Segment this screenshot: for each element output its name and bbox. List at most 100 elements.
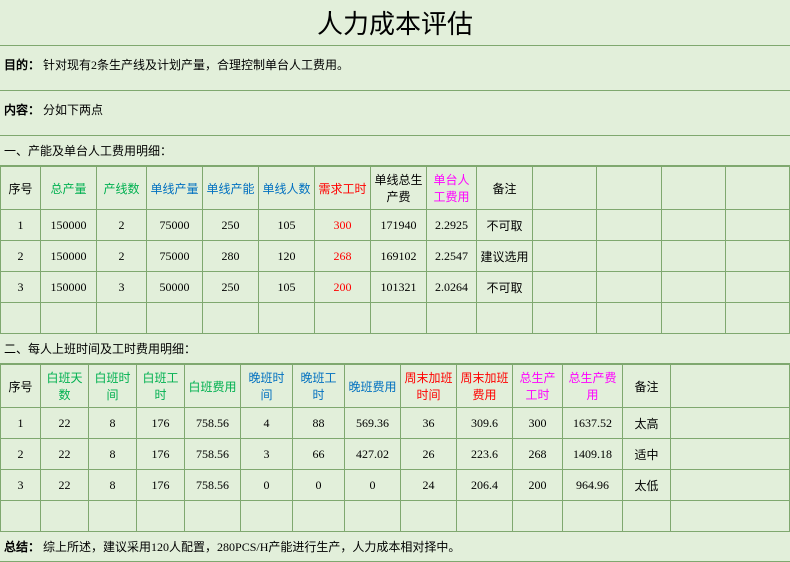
cell: 427.02 [345, 439, 401, 470]
t2-empty [671, 365, 790, 408]
t2-h-nc: 晚班费用 [345, 365, 401, 408]
cell: 2.2925 [427, 210, 477, 241]
cell: 8 [89, 439, 137, 470]
cell: 309.6 [457, 408, 513, 439]
cell [725, 272, 789, 303]
content-label: 内容： [4, 103, 40, 117]
table-row: 2 22 8 176 758.56 3 66 427.02 26 223.6 2… [1, 439, 790, 470]
cell [533, 210, 597, 241]
table1: 序号 总产量 产线数 单线产量 单线产能 单线人数 需求工时 单线总生产费 单台… [0, 166, 790, 334]
section1-title: 一、产能及单台人工费用明细： [0, 136, 790, 166]
cell: 0 [241, 470, 293, 501]
table1-header-row: 序号 总产量 产线数 单线产量 单线产能 单线人数 需求工时 单线总生产费 单台… [1, 167, 790, 210]
cell: 75000 [147, 241, 203, 272]
cell: 2 [1, 241, 41, 272]
cell: 200 [513, 470, 563, 501]
t1-h-hrs: 需求工时 [315, 167, 371, 210]
t1-h-cost: 单线总生产费 [371, 167, 427, 210]
cell: 101321 [371, 272, 427, 303]
cell: 不可取 [477, 272, 533, 303]
cell: 2.2547 [427, 241, 477, 272]
cell: 8 [89, 470, 137, 501]
cell: 758.56 [185, 470, 241, 501]
t2-h-dc: 白班费用 [185, 365, 241, 408]
cell [661, 241, 725, 272]
cell [671, 439, 790, 470]
cell: 569.36 [345, 408, 401, 439]
t2-h-tc: 总生产费用 [563, 365, 623, 408]
cell: 适中 [623, 439, 671, 470]
table-row [1, 501, 790, 532]
t1-empty [725, 167, 789, 210]
cell: 3 [97, 272, 147, 303]
cell: 300 [315, 210, 371, 241]
purpose-text: 针对现有2条生产线及计划产量，合理控制单台人工费用。 [43, 58, 349, 72]
cell: 50000 [147, 272, 203, 303]
t1-h-total: 总产量 [41, 167, 97, 210]
cell: 太低 [623, 470, 671, 501]
cell: 250 [203, 272, 259, 303]
cell: 3 [1, 470, 41, 501]
cell: 2 [97, 210, 147, 241]
cell: 250 [203, 210, 259, 241]
cell: 176 [137, 470, 185, 501]
cell: 169102 [371, 241, 427, 272]
content-text: 分如下两点 [43, 103, 103, 117]
t2-h-wc: 周末加班费用 [457, 365, 513, 408]
cell: 223.6 [457, 439, 513, 470]
cell: 200 [315, 272, 371, 303]
cell [725, 210, 789, 241]
cell: 0 [345, 470, 401, 501]
table-row: 1 150000 2 75000 250 105 300 171940 2.29… [1, 210, 790, 241]
t1-h-unit: 单台人工费用 [427, 167, 477, 210]
t2-h-dt: 白班时间 [89, 365, 137, 408]
cell: 75000 [147, 210, 203, 241]
cell: 0 [293, 470, 345, 501]
table2-header-row: 序号 白班天数 白班时间 白班工时 白班费用 晚班时间 晚班工时 晚班费用 周末… [1, 365, 790, 408]
cell [597, 241, 661, 272]
cell: 120 [259, 241, 315, 272]
t2-h-nh: 晚班工时 [293, 365, 345, 408]
cell: 24 [401, 470, 457, 501]
cell: 1 [1, 210, 41, 241]
t1-h-lines: 产线数 [97, 167, 147, 210]
t1-empty [597, 167, 661, 210]
cell: 2 [97, 241, 147, 272]
cell: 176 [137, 439, 185, 470]
cell: 150000 [41, 210, 97, 241]
cell: 2 [1, 439, 41, 470]
cell: 建议选用 [477, 241, 533, 272]
purpose-row: 目的： 针对现有2条生产线及计划产量，合理控制单台人工费用。 [0, 46, 790, 91]
t2-h-days: 白班天数 [41, 365, 89, 408]
sheet: 人力成本评估 目的： 针对现有2条生产线及计划产量，合理控制单台人工费用。 内容… [0, 0, 790, 562]
cell: 150000 [41, 272, 97, 303]
table-row: 2 150000 2 75000 280 120 268 169102 2.25… [1, 241, 790, 272]
t1-h-cap: 单线产能 [203, 167, 259, 210]
table-row: 1 22 8 176 758.56 4 88 569.36 36 309.6 3… [1, 408, 790, 439]
t1-h-id: 序号 [1, 167, 41, 210]
cell [597, 272, 661, 303]
cell: 105 [259, 210, 315, 241]
t2-h-id: 序号 [1, 365, 41, 408]
t2-h-note: 备注 [623, 365, 671, 408]
cell: 88 [293, 408, 345, 439]
purpose-label: 目的： [4, 58, 40, 72]
summary-label: 总结： [4, 540, 40, 554]
t1-h-ppl: 单线人数 [259, 167, 315, 210]
page-title: 人力成本评估 [0, 0, 790, 46]
cell: 150000 [41, 241, 97, 272]
content-row: 内容： 分如下两点 [0, 91, 790, 136]
cell: 206.4 [457, 470, 513, 501]
cell: 105 [259, 272, 315, 303]
cell: 22 [41, 408, 89, 439]
cell [661, 272, 725, 303]
cell: 300 [513, 408, 563, 439]
cell [671, 470, 790, 501]
cell: 太高 [623, 408, 671, 439]
cell [671, 408, 790, 439]
table-row: 3 150000 3 50000 250 105 200 101321 2.02… [1, 272, 790, 303]
t1-h-per: 单线产量 [147, 167, 203, 210]
cell: 758.56 [185, 408, 241, 439]
t2-h-wt: 周末加班时间 [401, 365, 457, 408]
cell: 2.0264 [427, 272, 477, 303]
